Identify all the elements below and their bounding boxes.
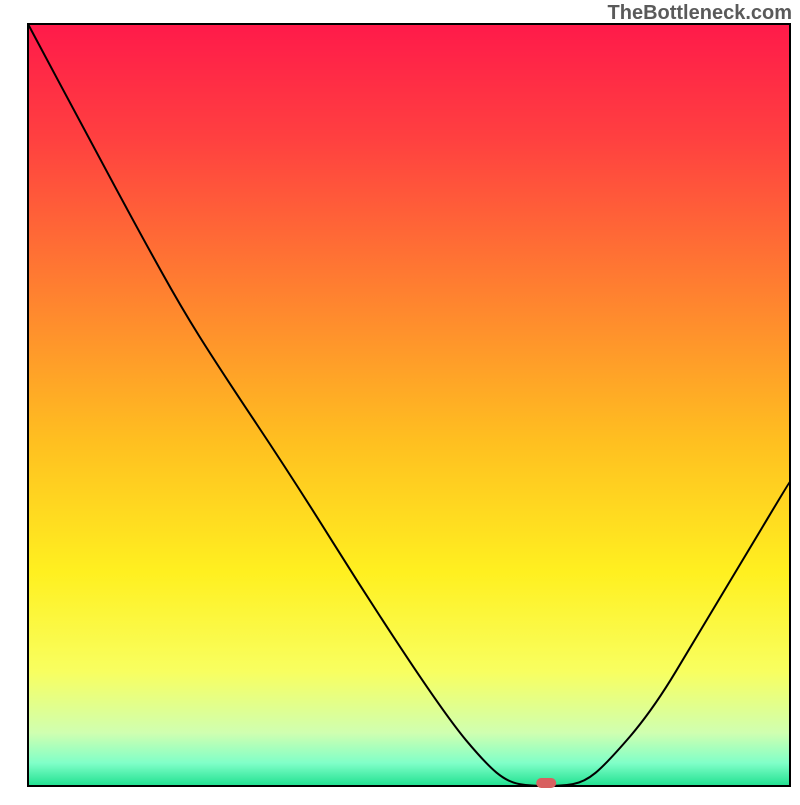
bottleneck-chart: [0, 0, 800, 800]
chart-svg: [0, 0, 800, 800]
watermark-text: TheBottleneck.com: [608, 2, 792, 25]
optimal-marker: [536, 778, 556, 788]
